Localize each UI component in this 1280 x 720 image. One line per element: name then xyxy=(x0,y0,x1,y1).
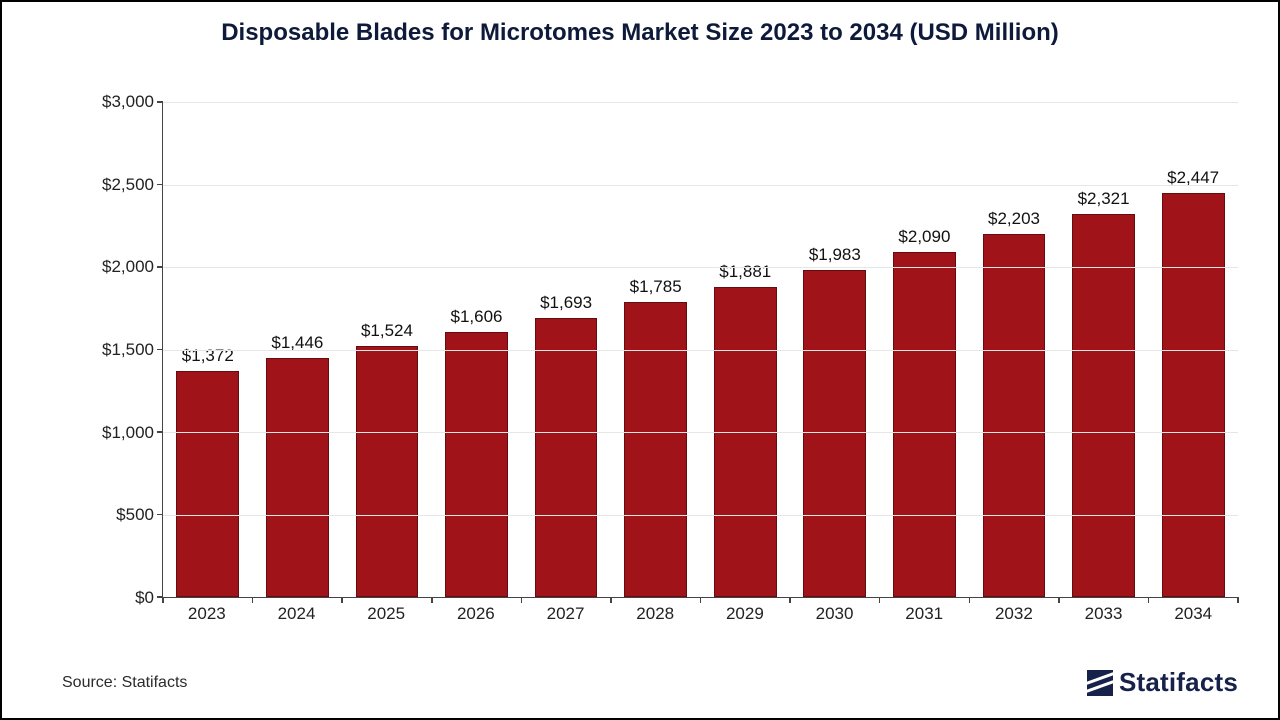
x-axis: 2023202420252026202720282029203020312032… xyxy=(162,598,1238,628)
y-tick-label: $0 xyxy=(135,588,154,608)
bar-value-label: $1,983 xyxy=(809,245,861,265)
x-tick-label: 2026 xyxy=(431,598,521,628)
bar: $1,372 xyxy=(176,371,239,597)
y-tick-mark xyxy=(157,266,163,268)
y-tick-label: $2,500 xyxy=(102,175,154,195)
grid-line xyxy=(163,432,1238,433)
bar-value-label: $1,524 xyxy=(361,321,413,341)
bar: $2,321 xyxy=(1072,214,1135,597)
y-tick-mark xyxy=(157,349,163,351)
x-tick-label: 2034 xyxy=(1148,598,1238,628)
x-tick-label: 2031 xyxy=(879,598,969,628)
y-tick-mark xyxy=(157,101,163,103)
y-tick-mark xyxy=(157,431,163,433)
x-tick-label: 2030 xyxy=(790,598,880,628)
y-tick-mark xyxy=(157,184,163,186)
bar-value-label: $2,321 xyxy=(1078,189,1130,209)
chart-card: Disposable Blades for Microtomes Market … xyxy=(0,0,1280,720)
bar: $1,881 xyxy=(714,287,777,597)
bar: $2,447 xyxy=(1162,193,1225,597)
bar: $1,524 xyxy=(356,346,419,597)
x-tick-label: 2023 xyxy=(162,598,252,628)
bar: $2,203 xyxy=(983,234,1046,597)
bar-value-label: $2,090 xyxy=(898,227,950,247)
grid-line xyxy=(163,350,1238,351)
grid-line xyxy=(163,267,1238,268)
y-tick-mark xyxy=(157,514,163,516)
source-text: Source: Statifacts xyxy=(62,674,187,692)
chart-area: $1,372 $1,446 $1,524 $1,606 $1,693 $1,785 $1,8… xyxy=(162,102,1238,598)
y-tick-label: $1,000 xyxy=(102,423,154,443)
y-tick-label: $1,500 xyxy=(102,340,154,360)
y-tick-label: $500 xyxy=(116,505,154,525)
x-tick-label: 2027 xyxy=(521,598,611,628)
bar: $1,983 xyxy=(803,270,866,597)
plot-area: $0$500$1,000$1,500$2,000$2,500$3,000 $1,… xyxy=(62,102,1238,628)
bar: $2,090 xyxy=(893,252,956,597)
grid-line xyxy=(163,515,1238,516)
y-tick-label: $2,000 xyxy=(102,257,154,277)
brand-logo: Statifacts xyxy=(1087,667,1238,698)
x-tick-label: 2029 xyxy=(700,598,790,628)
bar: $1,446 xyxy=(266,358,329,597)
bar-value-label: $1,881 xyxy=(719,262,771,282)
y-tick-label: $3,000 xyxy=(102,92,154,112)
grid-line xyxy=(163,102,1238,103)
x-tick-label: 2033 xyxy=(1059,598,1149,628)
x-tick-label: 2024 xyxy=(252,598,342,628)
bar-value-label: $1,785 xyxy=(630,277,682,297)
logo-text: Statifacts xyxy=(1119,667,1238,698)
x-tick-label: 2028 xyxy=(610,598,700,628)
y-axis: $0$500$1,000$1,500$2,000$2,500$3,000 xyxy=(62,102,162,598)
grid-line xyxy=(163,185,1238,186)
bar-value-label: $1,693 xyxy=(540,293,592,313)
chart-title: Disposable Blades for Microtomes Market … xyxy=(2,18,1278,48)
x-tick-label: 2032 xyxy=(969,598,1059,628)
bar-value-label: $2,203 xyxy=(988,209,1040,229)
bar: $1,693 xyxy=(535,318,598,597)
bar-value-label: $1,606 xyxy=(451,307,503,327)
logo-icon xyxy=(1087,670,1113,696)
x-tick-label: 2025 xyxy=(341,598,431,628)
bar: $1,785 xyxy=(624,302,687,597)
bar: $1,606 xyxy=(445,332,508,597)
